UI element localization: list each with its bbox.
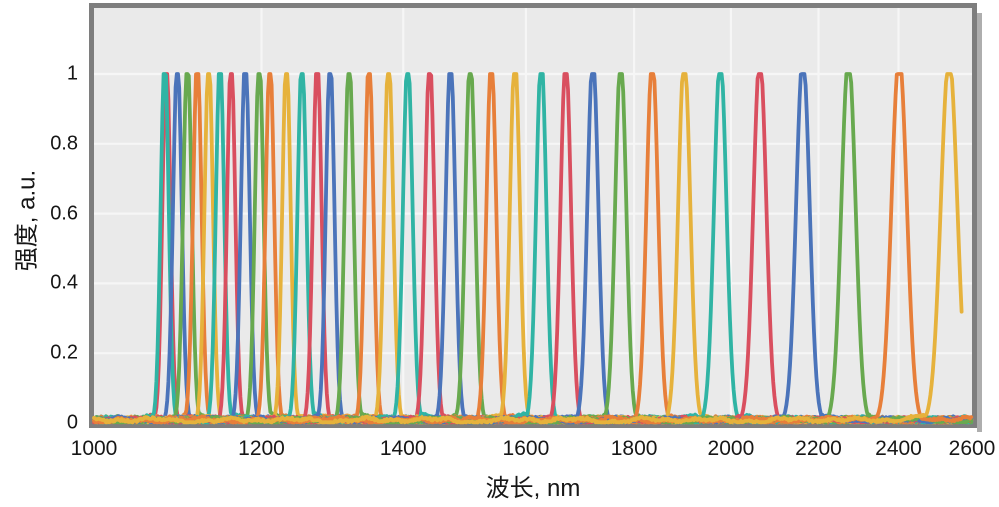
x-tick-label: 2400 [875, 437, 922, 460]
spectra-curves [92, 72, 974, 425]
y-tick-label: 0.8 [50, 132, 78, 155]
x-tick-label: 1000 [70, 437, 118, 460]
y-tick-label: 1 [66, 62, 78, 85]
x-tick-label: 1200 [238, 437, 285, 460]
x-tick-label: 2600 [948, 437, 996, 460]
plot-frame [89, 3, 977, 428]
y-axis-tick-labels: 0 0.2 0.4 0.6 0.8 1 [0, 0, 78, 507]
x-axis-title: 波长, nm [485, 475, 581, 502]
x-tick-label: 2000 [707, 437, 755, 460]
x-tick-label: 2200 [795, 437, 842, 460]
x-tick-label: 1800 [610, 437, 658, 460]
x-tick-label: 1400 [379, 437, 427, 460]
y-axis-title: 强度, a.u. [13, 169, 41, 272]
x-tick-label: 1600 [502, 437, 550, 460]
y-tick-label: 0.2 [50, 341, 78, 364]
y-tick-label: 0.4 [50, 271, 78, 294]
y-tick-label: 0 [66, 411, 78, 434]
series-peak-2536nm [92, 72, 964, 425]
plot-frame-shadow [977, 13, 982, 432]
y-tick-label: 0.6 [50, 202, 78, 225]
